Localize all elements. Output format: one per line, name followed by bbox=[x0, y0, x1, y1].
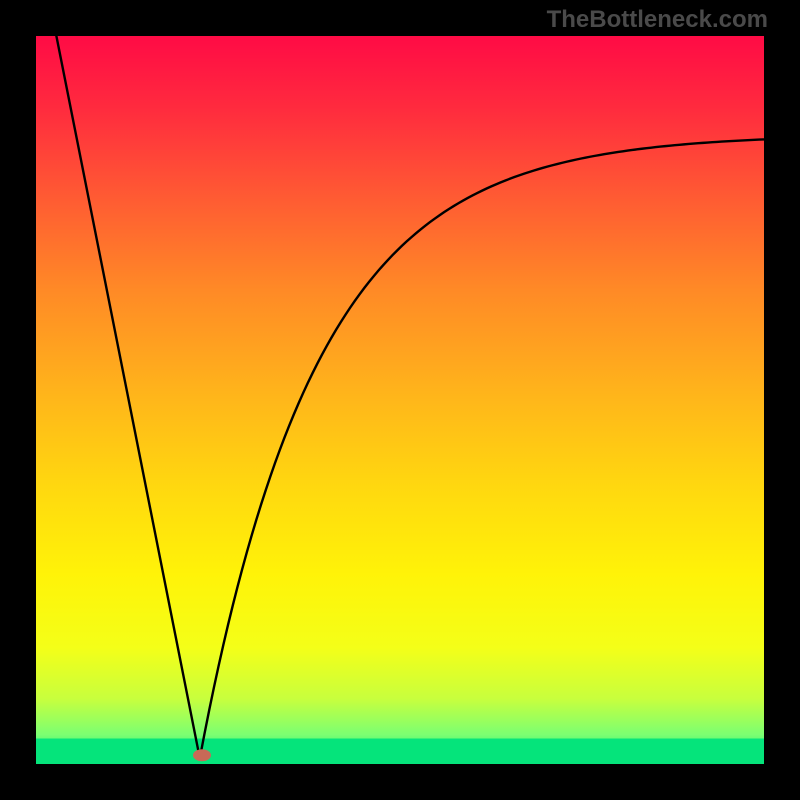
bottleneck-curve bbox=[36, 36, 764, 764]
minimum-marker bbox=[193, 749, 211, 761]
chart-frame: TheBottleneck.com bbox=[0, 0, 800, 800]
plot-area bbox=[36, 36, 764, 764]
curve-path bbox=[56, 36, 764, 758]
watermark-text: TheBottleneck.com bbox=[547, 6, 768, 34]
